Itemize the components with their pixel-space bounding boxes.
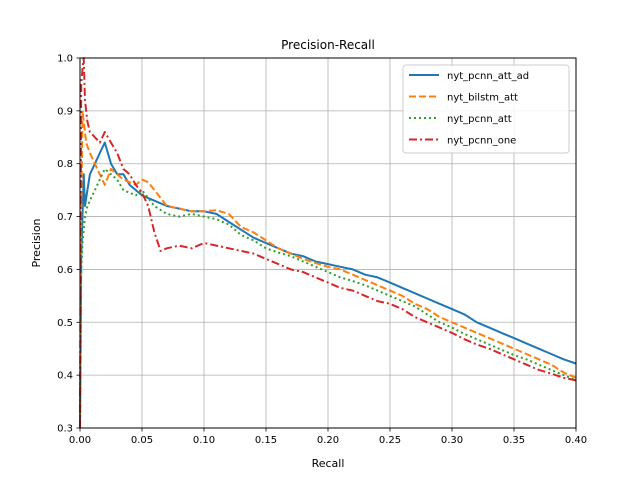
x-tick-label: 0.25 (379, 435, 401, 446)
x-tick-label: 0.20 (317, 435, 339, 446)
y-tick-label: 0.9 (57, 106, 73, 117)
axis-ticks: 0.00 0.05 0.10 0.15 0.20 0.25 0.30 0.35 0.40 0.3 0… (57, 54, 587, 447)
legend-box (402, 64, 570, 154)
y-tick-label: 0.4 (57, 371, 73, 382)
x-axis-label: Recall (312, 457, 345, 470)
x-tick-label: 0.15 (255, 435, 277, 446)
y-tick-label: 0.3 (57, 424, 73, 435)
series-layer (79, 57, 577, 429)
x-tick-label: 0.05 (131, 435, 153, 446)
series-line-nyt_pcnn_one (79, 57, 577, 429)
x-tick-label: 0.30 (441, 435, 463, 446)
y-tick-label: 0.7 (57, 212, 73, 223)
x-tick-label: 0.10 (193, 435, 215, 446)
legend: nyt_pcnn_att_ad nyt_bilstm_att nyt_pcnn_at… (402, 64, 570, 154)
legend-label: nyt_pcnn_one (447, 136, 516, 147)
y-axis-label: Precision (30, 218, 43, 267)
y-tick-label: 1.0 (57, 54, 73, 65)
x-tick-label: 0.35 (503, 435, 525, 446)
y-tick-label: 0.5 (57, 318, 73, 329)
x-tick-label: 0.00 (69, 435, 91, 446)
x-tick-label: 0.40 (565, 435, 587, 446)
legend-label: nyt_pcnn_att (447, 114, 512, 125)
chart-title: Precision-Recall (281, 38, 375, 52)
y-tick-label: 0.6 (57, 265, 73, 276)
series-line-nyt_pcnn_att_ad (79, 141, 577, 429)
series-line-nyt_pcnn_att (79, 168, 577, 429)
legend-label: nyt_bilstm_att (447, 93, 518, 104)
legend-label: nyt_pcnn_att_ad (447, 71, 529, 82)
series-line-nyt_bilstm_att (79, 109, 577, 429)
y-tick-label: 0.8 (57, 159, 73, 170)
